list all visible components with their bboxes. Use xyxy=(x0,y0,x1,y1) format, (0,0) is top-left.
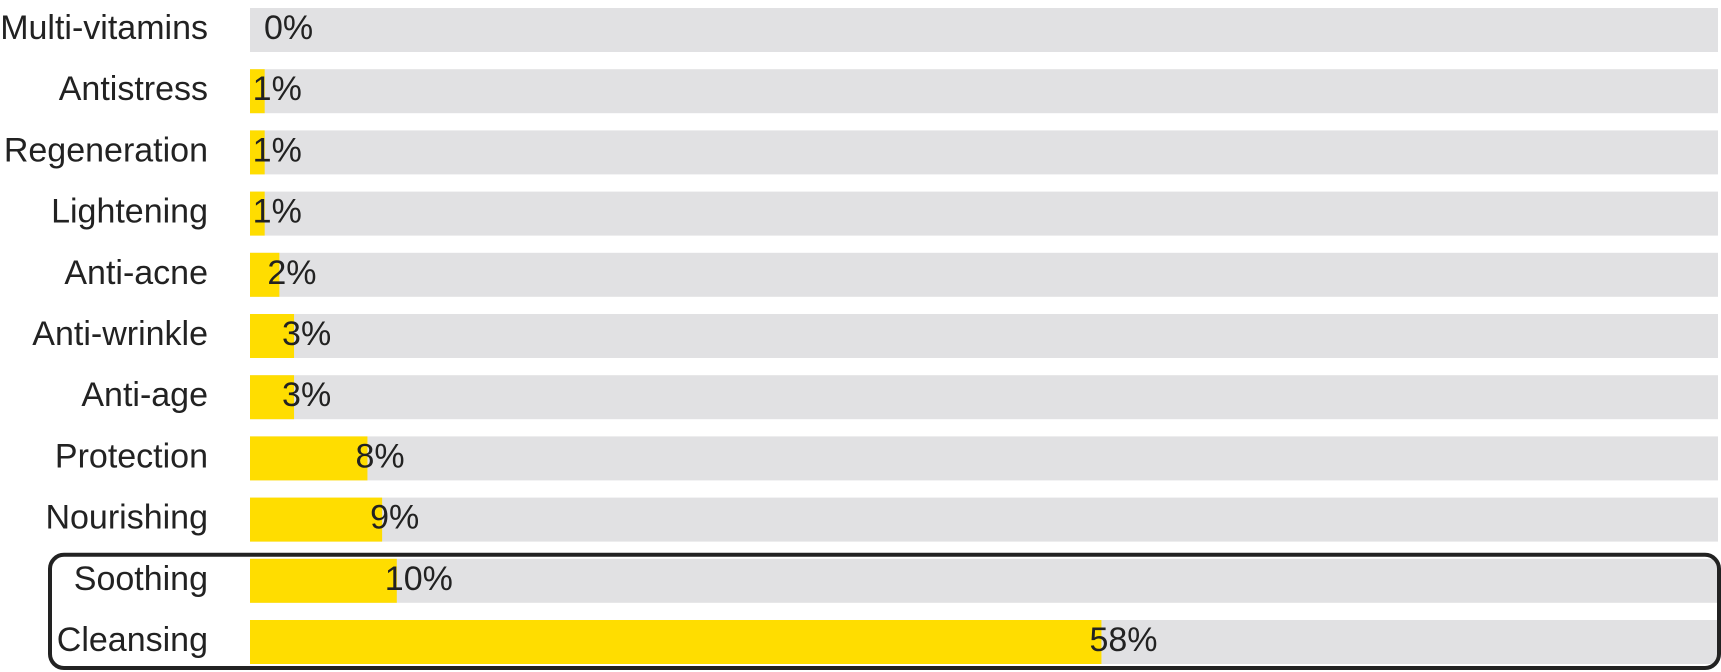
bar-track xyxy=(250,314,1718,358)
bar-track xyxy=(250,130,1718,175)
category-label: Cleansing xyxy=(57,621,208,659)
bar-antistress xyxy=(250,69,265,114)
category-label: Nourishing xyxy=(45,499,208,537)
bar-nourishing xyxy=(250,497,383,542)
category-label: Protection xyxy=(55,437,208,475)
category-label: Soothing xyxy=(74,560,208,598)
bar-track xyxy=(250,436,1718,481)
bar-anti-acne xyxy=(250,252,280,297)
category-label: Anti-age xyxy=(81,376,208,414)
bar-track xyxy=(250,191,1718,236)
value-label: 1% xyxy=(253,131,302,169)
category-label: Lightening xyxy=(51,193,208,231)
value-label: 2% xyxy=(267,254,316,292)
bar-track xyxy=(250,8,1718,52)
bar-track xyxy=(250,497,1718,542)
bar-anti-age xyxy=(250,375,295,420)
bar-protection xyxy=(250,436,368,481)
value-label: 9% xyxy=(370,499,419,537)
value-label: 10% xyxy=(385,560,453,598)
value-label: 1% xyxy=(253,70,302,108)
category-label: Regeneration xyxy=(4,131,208,169)
category-label: Anti-wrinkle xyxy=(32,315,208,353)
bar-track xyxy=(250,375,1718,420)
category-label: Anti-acne xyxy=(64,254,208,292)
bar-track xyxy=(250,252,1718,297)
value-label: 1% xyxy=(253,193,302,231)
bar-anti-wrinkle xyxy=(250,314,295,358)
category-labels: Multi-vitamins Antistress Regeneration Ligh… xyxy=(0,9,208,659)
value-label: 0% xyxy=(264,9,313,47)
category-label: Multi-vitamins xyxy=(0,9,208,47)
highlight-box xyxy=(48,552,1721,670)
value-label: 8% xyxy=(355,437,404,475)
bar-tracks xyxy=(250,8,1718,664)
bar-lightening xyxy=(250,191,265,236)
bar-soothing xyxy=(250,558,397,603)
category-label: Antistress xyxy=(59,70,208,108)
bars xyxy=(250,69,1102,664)
bar-regeneration xyxy=(250,130,265,175)
value-label: 58% xyxy=(1089,621,1157,659)
value-label: 3% xyxy=(282,376,331,414)
bar-track xyxy=(250,558,1718,603)
value-label: 3% xyxy=(282,315,331,353)
value-labels: 0% 1% 1% 1% 2% 3% 3% 8% 9% 10% 58% xyxy=(253,9,1158,659)
bar-cleansing xyxy=(250,620,1102,664)
bar-track xyxy=(250,69,1718,114)
